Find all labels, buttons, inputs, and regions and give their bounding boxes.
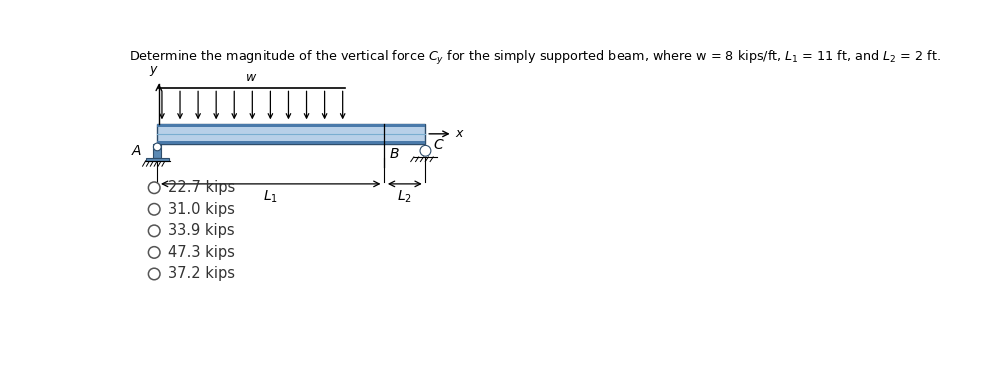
Circle shape [149,225,160,237]
Text: $A$: $A$ [131,144,142,158]
Bar [158,124,425,127]
Circle shape [149,247,160,258]
Bar [158,141,425,144]
Bar [158,124,425,144]
Text: 47.3 kips: 47.3 kips [168,245,235,260]
Circle shape [420,145,431,156]
Text: 31.0 kips: 31.0 kips [168,202,235,217]
Text: $y$: $y$ [149,64,159,78]
Text: $C$: $C$ [433,138,445,152]
Text: Determine the magnitude of the vertical force $C_y$ for the simply supported bea: Determine the magnitude of the vertical … [129,49,940,67]
Circle shape [149,268,160,280]
Circle shape [149,204,160,215]
Text: 37.2 kips: 37.2 kips [168,266,236,282]
Text: $w$: $w$ [246,71,257,84]
Text: $L_2$: $L_2$ [397,188,412,205]
Bar [146,158,169,161]
Text: $B$: $B$ [389,147,399,161]
Text: 22.7 kips: 22.7 kips [168,180,236,195]
Circle shape [149,182,160,194]
Circle shape [154,143,161,151]
Text: $x$: $x$ [455,127,465,140]
Text: 33.9 kips: 33.9 kips [168,223,235,238]
Text: $L_1$: $L_1$ [263,188,278,205]
Bar [154,144,161,158]
